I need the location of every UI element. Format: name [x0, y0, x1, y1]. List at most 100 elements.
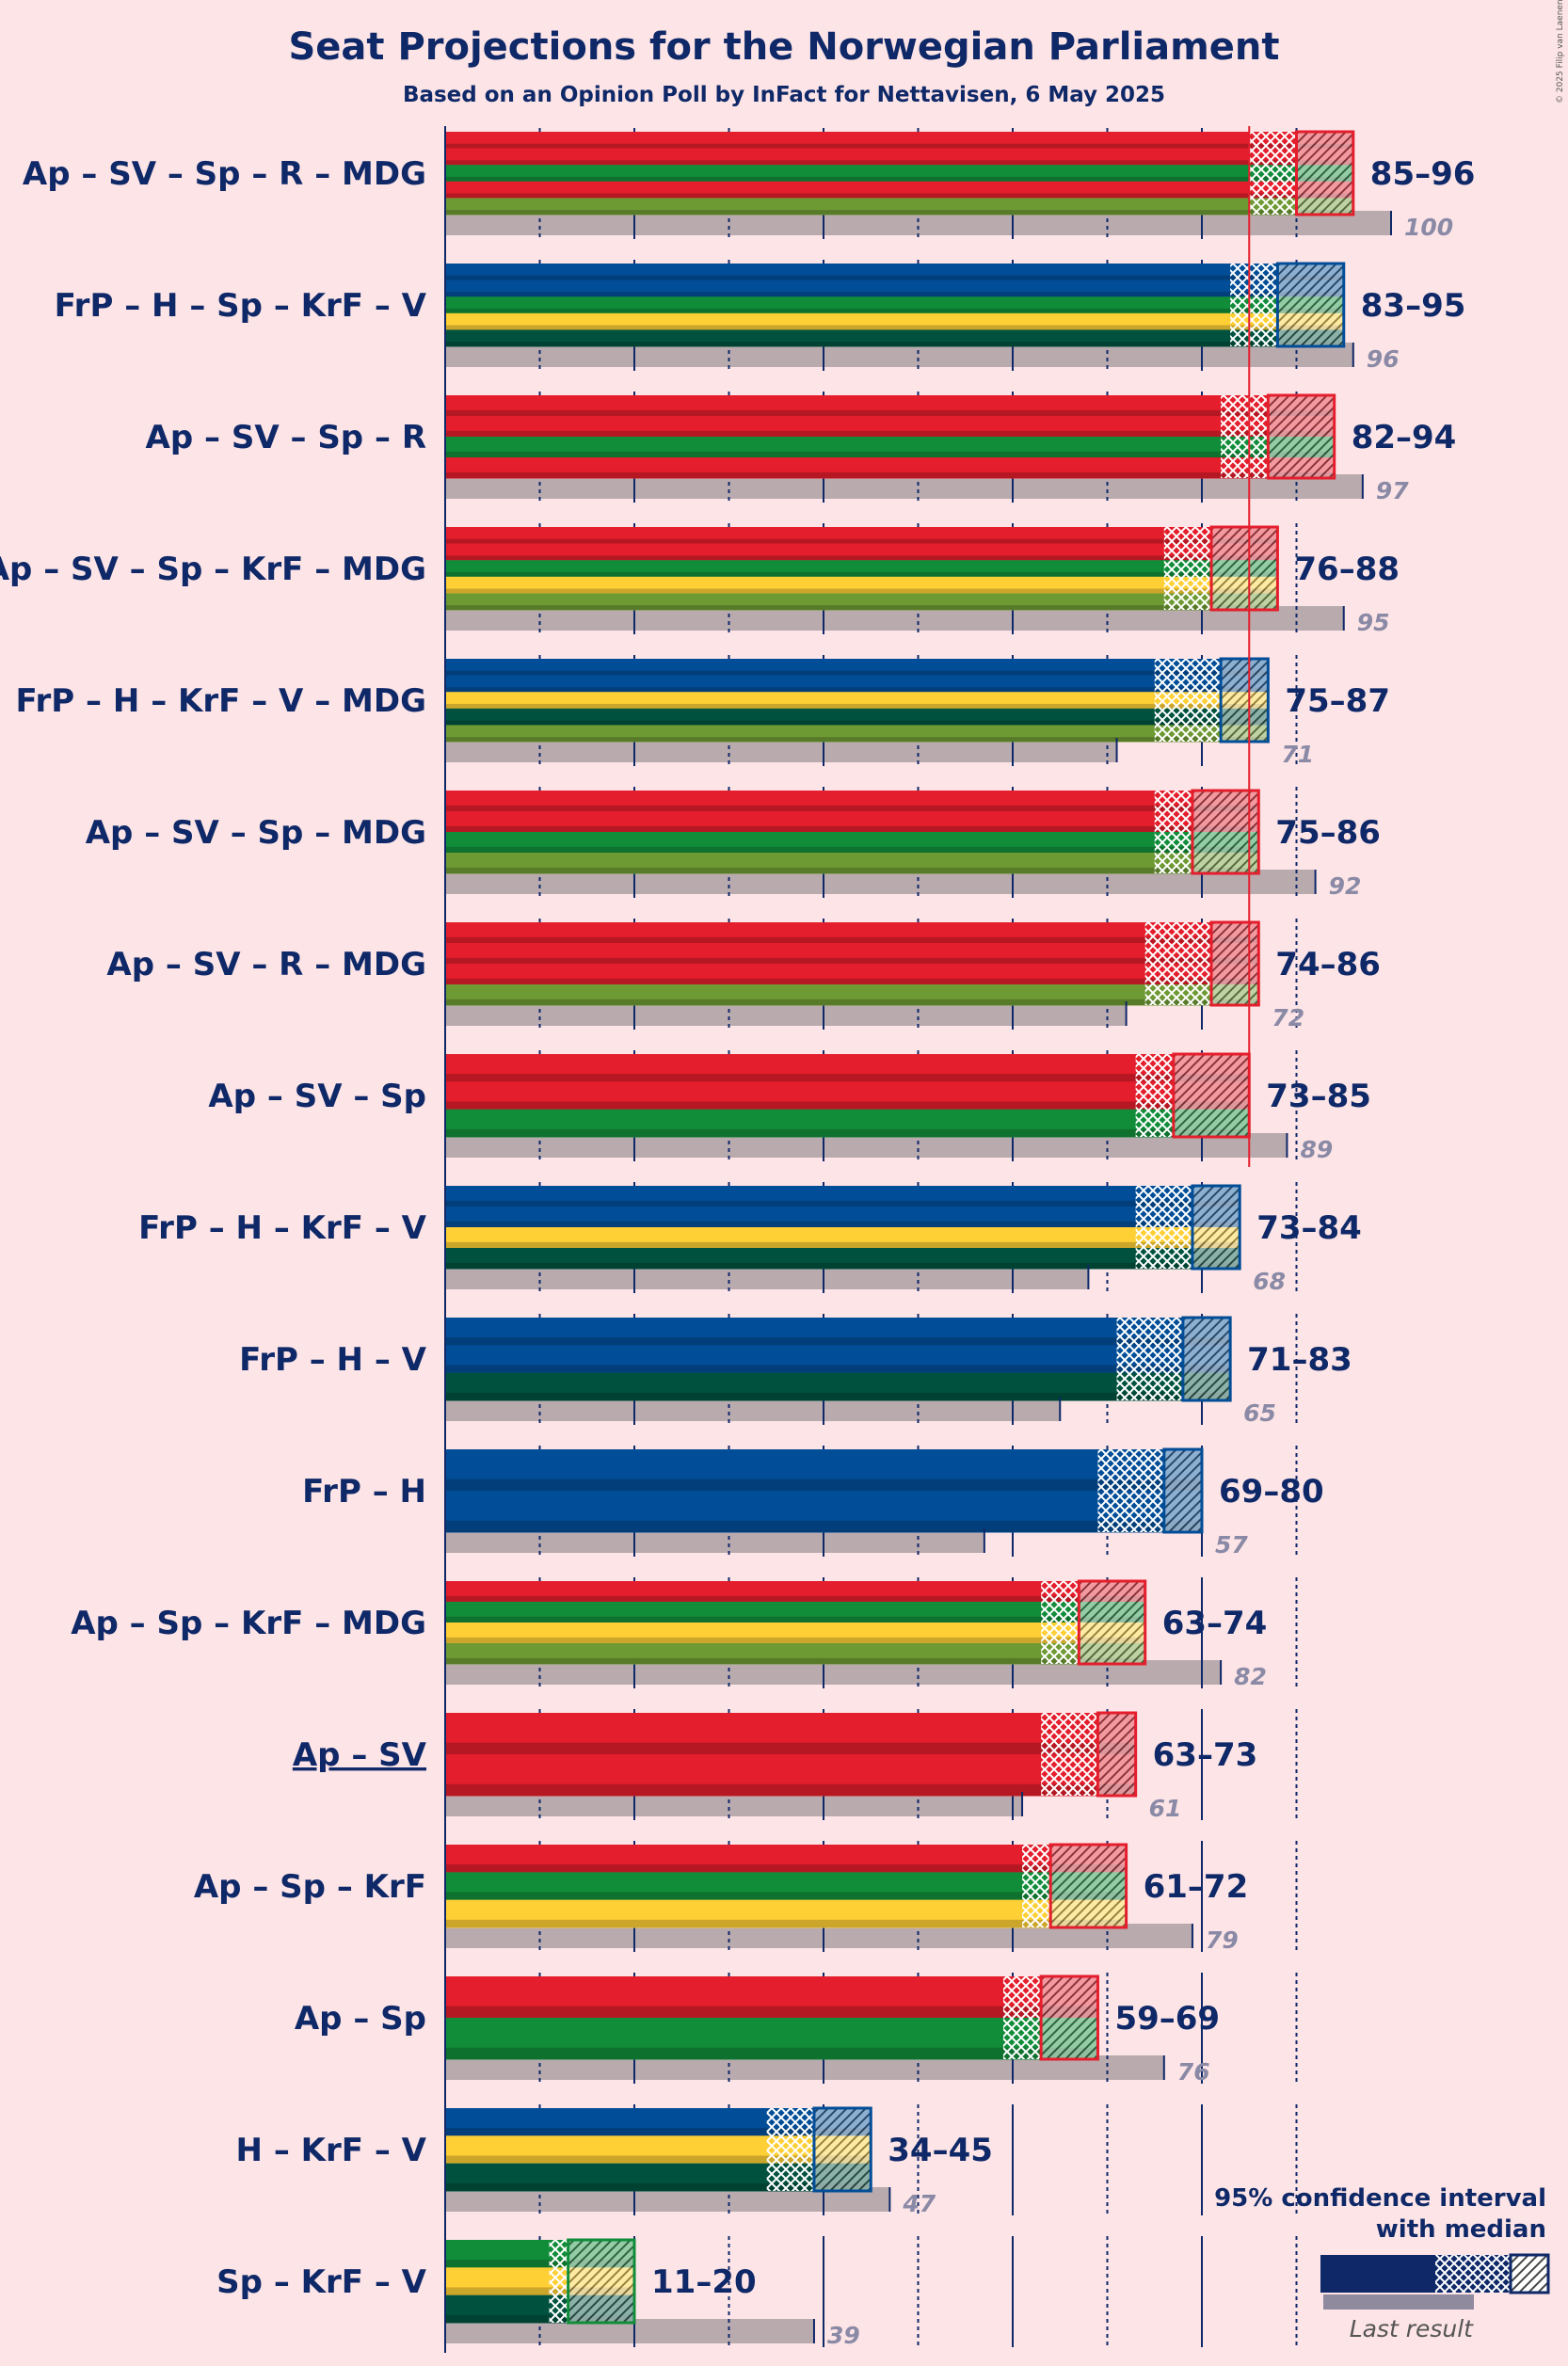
range-label: 63–73: [1153, 1736, 1258, 1774]
party-stripe-shade: [445, 1616, 1145, 1623]
ci-hatch: [1041, 1976, 1098, 2059]
party-stripe-shade: [445, 555, 1278, 561]
party-stripe-shade: [445, 1337, 1231, 1346]
ci-hatch: [1296, 132, 1353, 215]
party-stripe-shade: [445, 720, 1269, 726]
party-stripe-shade: [445, 538, 1278, 544]
last-result-label: 79: [1206, 1926, 1239, 1954]
party-stripe-shade: [445, 1864, 1127, 1873]
ci-crosshatch: [1002, 1976, 1042, 2059]
coalition-label: FrP – H – V: [239, 1341, 427, 1379]
ci-hatch: [1268, 395, 1335, 478]
range-label: 83–95: [1361, 287, 1466, 325]
party-stripe-shade: [445, 451, 1335, 457]
ci-crosshatch: [1041, 1713, 1098, 1796]
range-label: 75–86: [1275, 814, 1381, 852]
last-result-label: 71: [1281, 741, 1314, 768]
ci-crosshatch: [1230, 264, 1278, 346]
party-stripe-shade: [445, 670, 1269, 676]
ci-outline: [1039, 1974, 1099, 2061]
coalition-label: Ap – Sp – KrF – MDG: [71, 1605, 426, 1642]
range-label: 71–83: [1247, 1341, 1352, 1379]
party-stripe-shade: [445, 1892, 1127, 1900]
last-result-label: 57: [1215, 1531, 1248, 1559]
party-stripe-shade: [445, 275, 1344, 280]
ci-hatch: [1079, 1581, 1145, 1664]
ci-crosshatch: [1249, 132, 1297, 215]
range-label: 63–74: [1162, 1605, 1268, 1642]
ci-crosshatch: [1144, 922, 1212, 1005]
chart-title: Seat Projections for the Norwegian Parli…: [288, 25, 1279, 69]
party-stripe-shade: [445, 846, 1259, 853]
coalition-label: FrP – H – Sp – KrF – V: [55, 287, 427, 325]
range-label: 59–69: [1114, 2000, 1220, 2038]
range-label: 34–45: [888, 2132, 993, 2169]
range-label: 85–96: [1370, 155, 1476, 193]
party-stripe-shade: [445, 1392, 1231, 1400]
ci-outline: [812, 2106, 872, 2193]
ci-crosshatch: [1135, 1186, 1192, 1269]
ci-hatch: [1050, 1845, 1127, 1927]
range-label: 74–86: [1275, 946, 1381, 983]
party-stripe-shade: [445, 703, 1269, 709]
copyright: © 2025 Filip van Laenen: [1556, 0, 1565, 104]
party-stripe-shade: [445, 2287, 634, 2295]
last-result-label: 89: [1300, 1136, 1333, 1163]
range-label: 73–85: [1266, 1078, 1371, 1115]
ci-outline: [1209, 525, 1279, 612]
party-stripe-shade: [445, 825, 1259, 832]
party-stripe-shade: [445, 1657, 1145, 1664]
ci-hatch: [813, 2108, 872, 2191]
ci-hatch: [1211, 922, 1259, 1005]
party-stripe-shade: [445, 2155, 872, 2164]
party-stripe-shade: [445, 160, 1353, 166]
legend-ci-label-1: 95% confidence interval: [1214, 2184, 1546, 2213]
coalition-label: Ap – SV: [293, 1736, 427, 1774]
party-stripe-shade: [445, 1479, 1202, 1491]
ci-outline: [1162, 1447, 1204, 1534]
party-stripe-shade: [445, 978, 1259, 984]
party-stripe-shade: [445, 1742, 1136, 1754]
last-result-label: 97: [1376, 477, 1409, 504]
party-stripe-shade: [445, 1200, 1240, 1207]
ci-hatch: [568, 2240, 634, 2323]
party-stripe-shade: [445, 867, 1259, 873]
ci-crosshatch: [1135, 1054, 1174, 1137]
ci-crosshatch: [1154, 791, 1192, 873]
party-stripe-shade: [445, 193, 1353, 199]
last-result-label: 76: [1177, 2058, 1210, 2086]
coalition-label: Ap – SV – Sp – KrF – MDG: [0, 551, 426, 588]
party-stripe-shade: [445, 409, 1335, 416]
ci-hatch: [1097, 1713, 1136, 1796]
party-stripe-shade: [445, 176, 1353, 182]
party-stripe-shade: [445, 999, 1259, 1005]
party-stripe-shade: [445, 936, 1259, 943]
ci-outline: [1191, 789, 1260, 875]
party-stripe-shade: [445, 1074, 1250, 1082]
ci-outline: [1048, 1843, 1128, 1929]
coalition-label: FrP – H – KrF – V: [138, 1209, 427, 1247]
ci-hatch: [1277, 264, 1344, 346]
coalition-label: FrP – H: [302, 1473, 426, 1511]
legend: 95% confidence interval with median Last…: [1214, 2184, 1550, 2342]
last-result-label: 95: [1357, 609, 1390, 636]
party-stripe-shade: [445, 1221, 1240, 1227]
last-result-label: 72: [1272, 1004, 1304, 1031]
last-result-label: 47: [902, 2190, 936, 2217]
chart-subtitle: Based on an Opinion Poll by InFact for N…: [403, 83, 1165, 107]
ci-outline: [1096, 1711, 1138, 1798]
ci-crosshatch: [1041, 1581, 1080, 1664]
party-stripe-shade: [445, 2128, 872, 2136]
ci-outline: [1219, 657, 1270, 743]
range-label: 69–80: [1219, 1473, 1324, 1511]
party-stripe-shade: [445, 1262, 1240, 1269]
party-stripe-shade: [445, 605, 1278, 610]
ci-hatch: [1211, 527, 1278, 610]
ci-outline: [1275, 262, 1346, 348]
party-stripe-shade: [445, 2314, 634, 2323]
coalition-label: FrP – H – KrF – V – MDG: [15, 682, 426, 720]
party-stripe-shade: [445, 1101, 1250, 1110]
party-stripe-shade: [445, 1128, 1250, 1137]
ci-outline: [1191, 1184, 1241, 1271]
